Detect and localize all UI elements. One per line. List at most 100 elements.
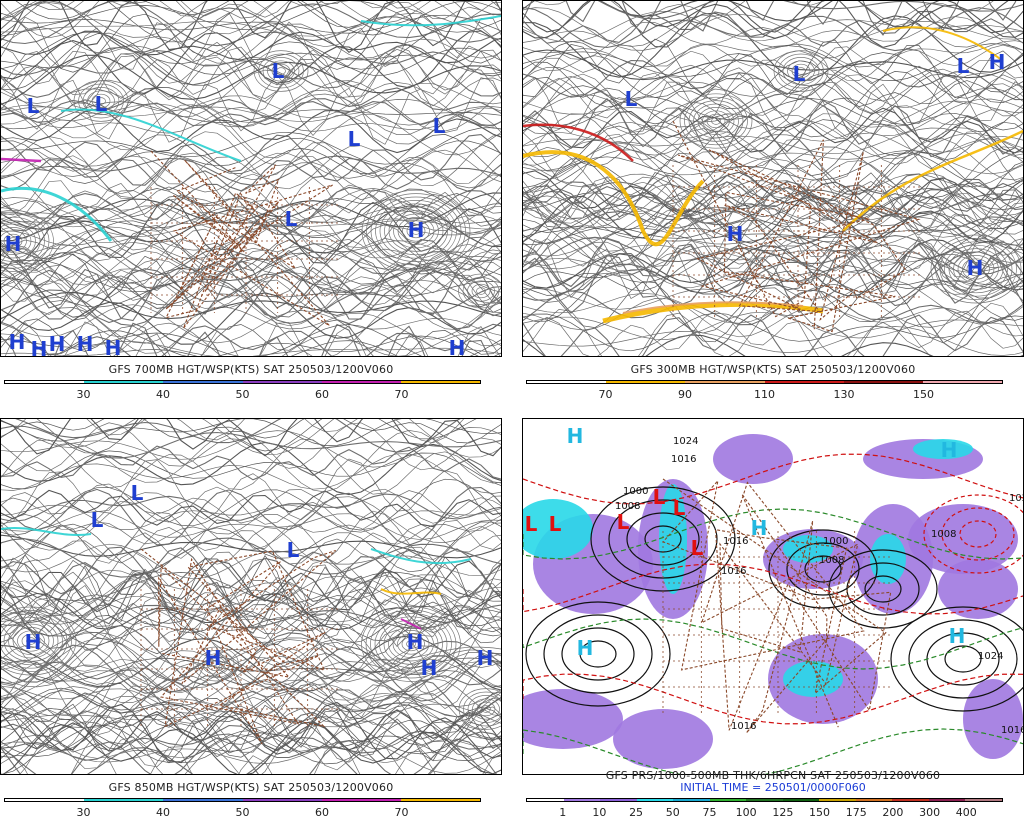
vortex-ring (706, 113, 726, 129)
colorbar-swatch (321, 381, 401, 383)
colorbar-tick-label: 130 (833, 388, 855, 401)
colorbar-swatch (965, 799, 1002, 801)
streamline (1, 640, 501, 688)
vortex-ring (197, 650, 235, 678)
coastline (672, 120, 921, 333)
colorbar-tick-label: 75 (702, 806, 717, 819)
streamline (1, 45, 501, 99)
streamline (1, 453, 501, 494)
streamline (1, 596, 501, 631)
low-pressure-marker: L (95, 92, 108, 116)
vortex-ring (1, 227, 32, 255)
streamline (1, 623, 501, 685)
low-pressure-marker: L (433, 114, 446, 138)
vortex-ring (796, 67, 806, 75)
streamline (19, 736, 487, 774)
vortex-ring (1, 216, 45, 266)
vortex-ring (1, 606, 77, 676)
streamline (1, 340, 501, 356)
streamline (523, 265, 1023, 294)
streamline (1, 546, 501, 605)
vortex-ring (73, 80, 129, 122)
colorbar-swatch (600, 799, 637, 801)
streamline (523, 183, 1023, 230)
precip-area (913, 439, 973, 459)
streamline (1, 8, 501, 73)
vortex-ring (12, 627, 50, 655)
vortex-ring (370, 196, 462, 266)
streamline (1, 229, 501, 272)
streamline (1, 1, 501, 47)
wind-speed-band (370, 548, 472, 565)
high-pressure-marker: H (31, 337, 48, 357)
streamline (1, 263, 501, 306)
vortex-ring (379, 203, 453, 259)
colorbar-tick-label: 30 (76, 388, 91, 401)
wind-speed-band (523, 123, 634, 162)
wind-speed-band (882, 26, 1004, 62)
vortex-ring (953, 251, 999, 287)
vortex-ring (939, 241, 1013, 297)
streamline (523, 43, 1023, 81)
colorbar-tick-label: 40 (156, 806, 170, 819)
streamline (1, 571, 501, 604)
streamline (597, 1, 1023, 20)
streamline (1, 324, 501, 356)
vortex-ring (401, 636, 421, 652)
low-pressure-marker: L (27, 94, 40, 118)
low-pressure-marker: L (957, 54, 970, 78)
vortex-ring (361, 189, 471, 273)
vortex-ring (679, 93, 753, 149)
streamline (1, 80, 501, 132)
isobar-value-label: 1008 (615, 501, 640, 512)
high-pressure-marker: H (5, 232, 22, 256)
streamline (523, 92, 1023, 139)
streamline (1, 737, 497, 774)
streamline (523, 284, 1023, 328)
isobar (846, 562, 920, 616)
high-pressure-marker: H (449, 336, 466, 357)
streamline (1, 322, 490, 356)
streamline (1, 322, 501, 356)
vortex-ring (361, 606, 461, 682)
streamline (1, 155, 501, 216)
vortex-ring (262, 57, 300, 85)
streamline (523, 173, 1023, 205)
isobar (543, 614, 653, 694)
streamline (523, 227, 1023, 278)
streamline (1, 45, 501, 76)
colorbar-swatch (892, 799, 929, 801)
streamline (1, 107, 501, 134)
streamline (1, 511, 501, 541)
vortex-ring (782, 57, 820, 85)
high-pressure-marker: H (989, 50, 1006, 74)
streamline (1, 438, 501, 495)
isobar (626, 512, 700, 566)
streamline (1, 521, 501, 575)
streamline (1, 269, 501, 330)
colorbar-swatch (84, 799, 164, 801)
streamline (1, 690, 501, 723)
vortex-ring (388, 210, 444, 252)
streamline (1, 1, 501, 43)
wind-speed-band (523, 150, 705, 247)
isobar-value-label: 1000 (623, 486, 648, 497)
high-pressure-marker: H (949, 624, 966, 648)
streamline (1, 278, 501, 327)
streamline (1, 547, 501, 602)
colorbar-swatch (242, 799, 322, 801)
streamline (523, 1, 1009, 31)
streamline (1, 653, 501, 725)
vortex-ring (193, 646, 239, 682)
vortex-ring (384, 206, 448, 256)
low-pressure-marker: L (287, 538, 300, 562)
wind-speed-band (60, 108, 242, 162)
colorbar-swatch (400, 381, 481, 383)
vortex-ring (935, 238, 1017, 300)
